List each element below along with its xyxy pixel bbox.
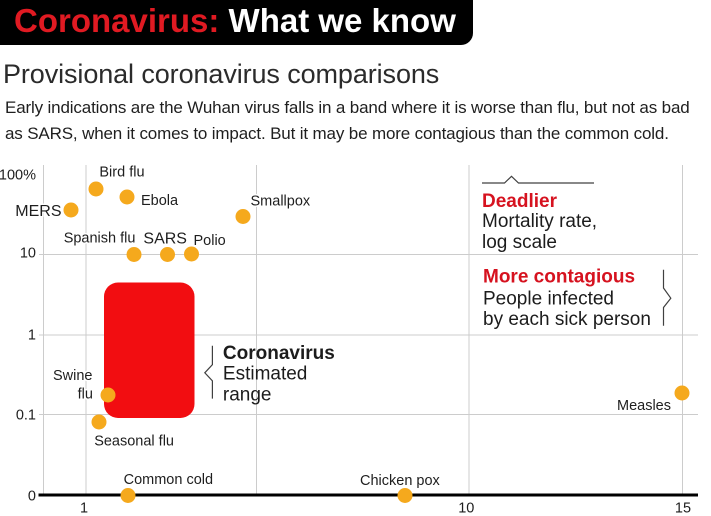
svg-text:Polio: Polio — [194, 233, 226, 249]
svg-text:1: 1 — [28, 327, 36, 343]
svg-text:People infected: People infected — [483, 289, 614, 310]
svg-text:More contagious: More contagious — [483, 267, 635, 288]
svg-text:Measles: Measles — [617, 398, 671, 414]
svg-text:Mortality rate,: Mortality rate, — [482, 211, 597, 232]
svg-text:SARS: SARS — [143, 230, 187, 247]
svg-text:Seasonal flu: Seasonal flu — [94, 434, 174, 450]
svg-text:15: 15 — [675, 501, 691, 516]
svg-text:Chicken pox: Chicken pox — [360, 473, 441, 489]
svg-text:Swine: Swine — [53, 368, 93, 384]
svg-text:Common cold: Common cold — [124, 472, 213, 488]
svg-text:0.1: 0.1 — [16, 408, 36, 424]
svg-text:Bird flu: Bird flu — [99, 165, 144, 181]
svg-text:Ebola: Ebola — [141, 193, 179, 209]
svg-text:MERS: MERS — [15, 203, 61, 220]
svg-text:log scale: log scale — [482, 232, 557, 253]
svg-text:Deadlier: Deadlier — [482, 191, 558, 212]
svg-text:range: range — [223, 384, 272, 405]
svg-text:10: 10 — [20, 246, 36, 262]
svg-text:by each sick person: by each sick person — [483, 309, 651, 330]
svg-text:0: 0 — [28, 489, 36, 505]
svg-text:10: 10 — [458, 501, 474, 516]
svg-text:Smallpox: Smallpox — [251, 194, 311, 210]
svg-text:100%: 100% — [0, 168, 36, 184]
svg-text:Spanish flu: Spanish flu — [64, 231, 136, 247]
svg-text:Coronavirus: Coronavirus — [223, 343, 335, 364]
svg-text:1: 1 — [80, 501, 88, 516]
svg-text:Estimated: Estimated — [223, 364, 307, 385]
svg-text:flu: flu — [78, 387, 93, 403]
